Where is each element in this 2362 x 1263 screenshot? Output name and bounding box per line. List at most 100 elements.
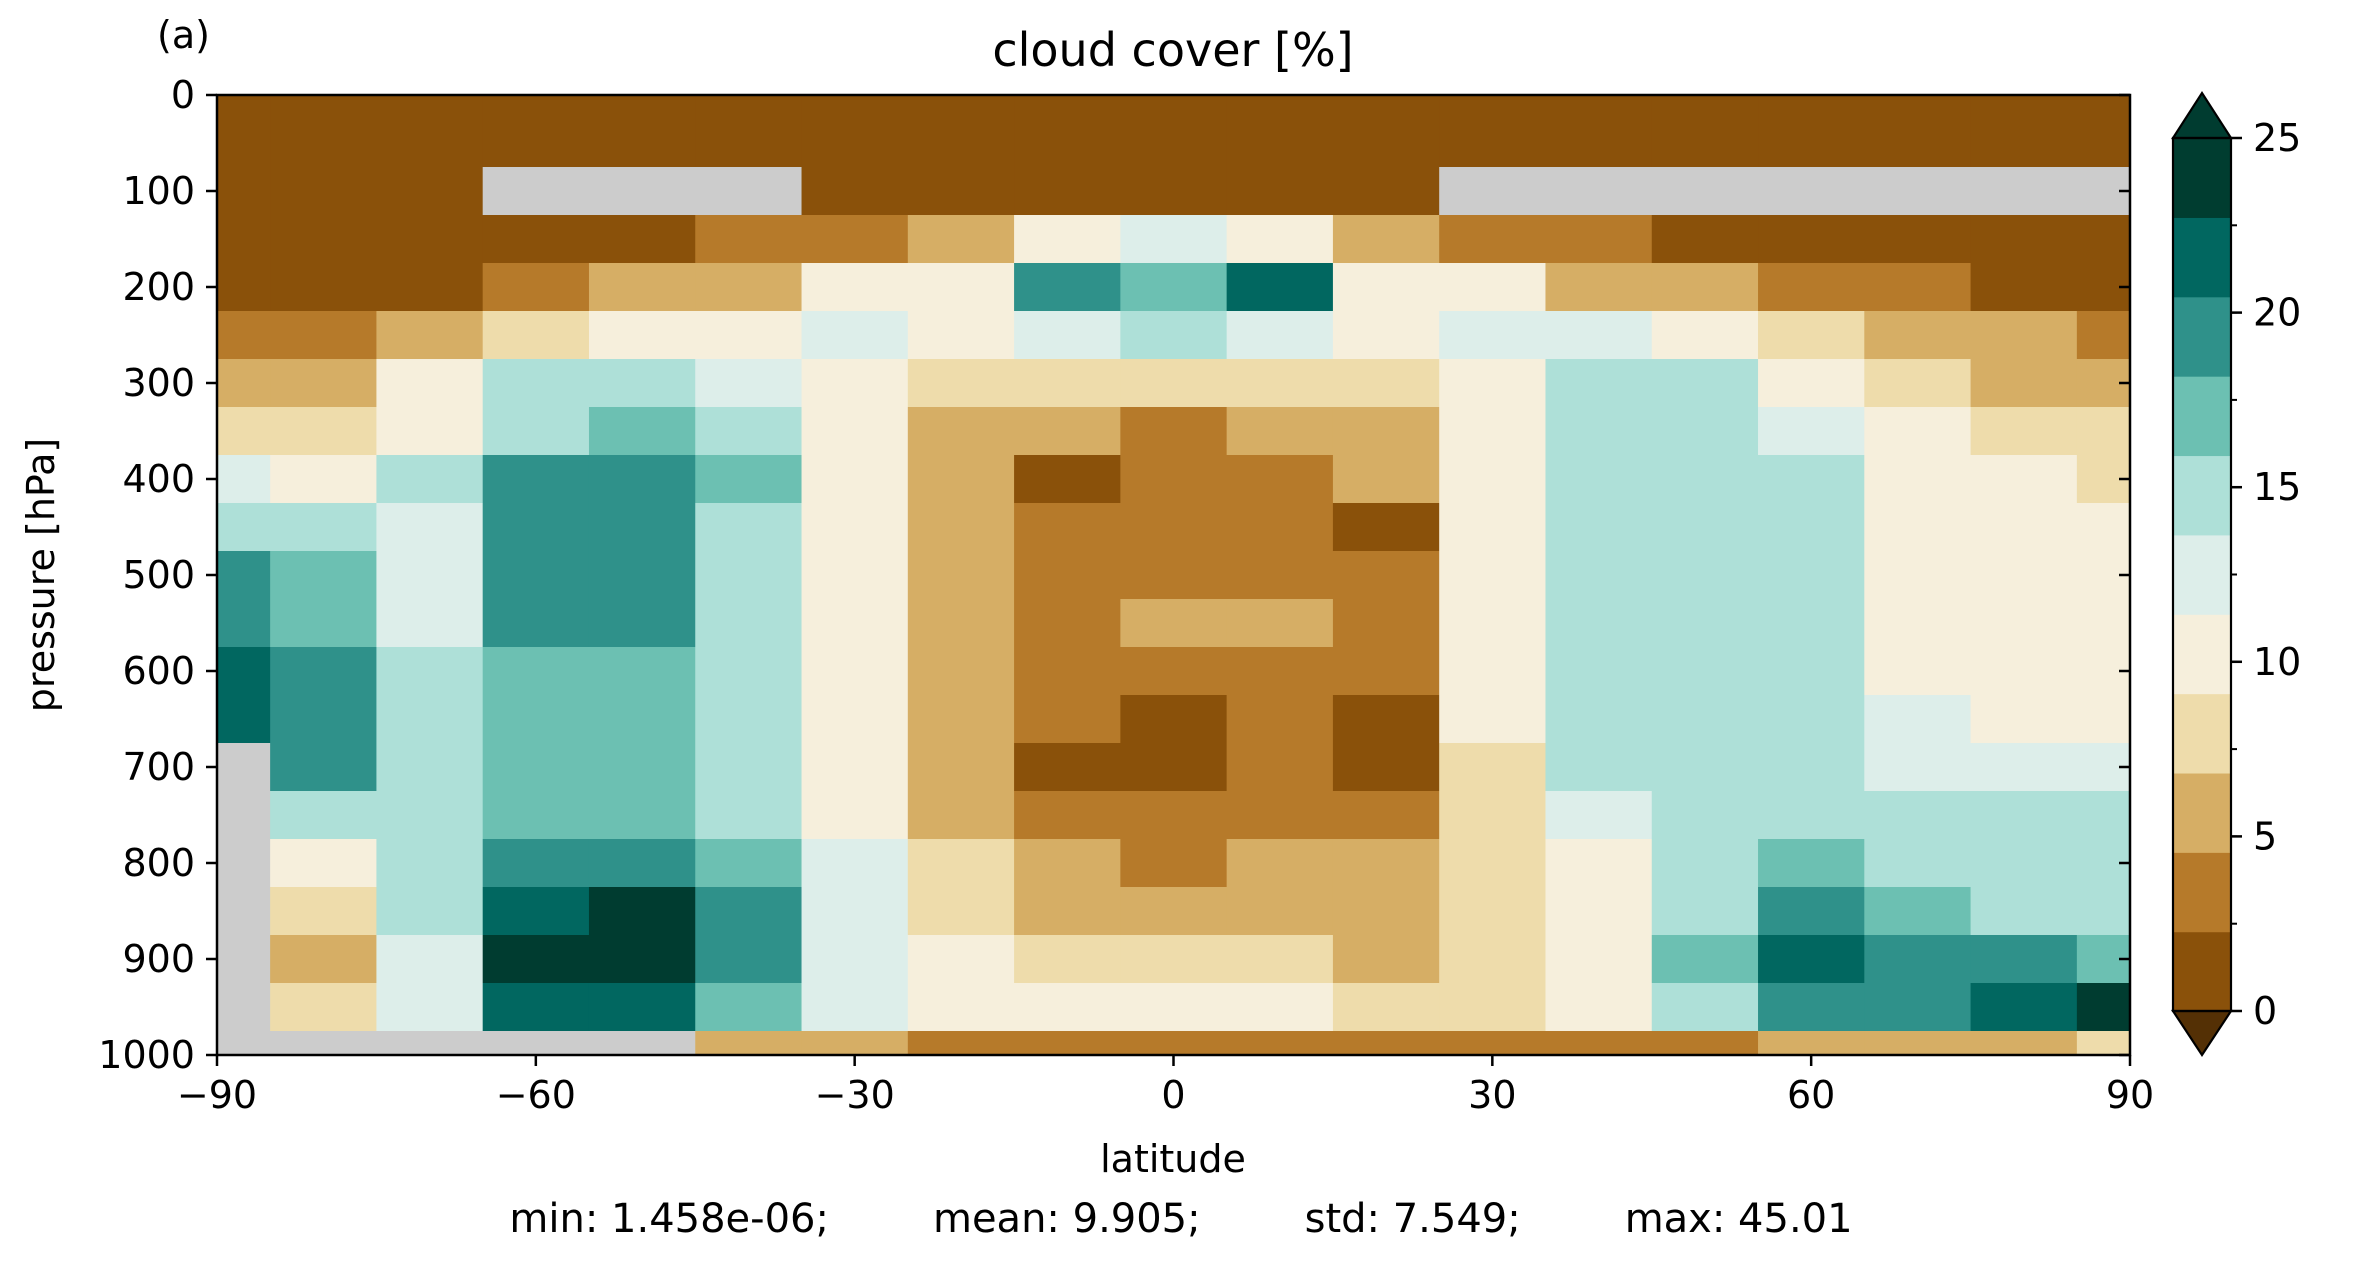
contour-cell [270, 887, 378, 936]
contour-cell [1864, 599, 1972, 648]
contour-cell [801, 839, 909, 888]
contour-cell [2076, 599, 2131, 648]
colorbar-segment [2173, 534, 2231, 615]
contour-cell [1226, 311, 1334, 360]
contour-cell [1545, 263, 1653, 312]
contour-cell [482, 791, 590, 840]
colorbar-segment [2173, 296, 2231, 377]
contour-cell [1332, 647, 1440, 696]
y-tick-label: 400 [122, 457, 195, 501]
contour-cell [801, 455, 909, 504]
y-axis-label: pressure [hPa] [19, 438, 63, 712]
contour-cell [217, 95, 271, 168]
contour-cell [217, 599, 271, 648]
contour-cell [270, 791, 378, 840]
contour-cell [1545, 839, 1653, 888]
contour-cell [801, 263, 909, 312]
colorbar-segment [2173, 138, 2231, 218]
contour-cell [907, 95, 1015, 168]
contour-cell [1439, 311, 1547, 360]
contour-cell [1332, 791, 1440, 840]
contour-cell [1014, 935, 1121, 984]
contour-cell [801, 551, 909, 600]
contour-cell [2076, 791, 2131, 840]
contour-cell [482, 215, 590, 264]
contour-cell [907, 311, 1015, 360]
contour-cell [1014, 215, 1121, 264]
missing-cell [270, 1031, 378, 1056]
contour-cell [695, 359, 803, 408]
contour-cell [217, 167, 271, 216]
contour-cell [695, 647, 803, 696]
contour-cell [482, 839, 590, 888]
contour-cell [217, 215, 271, 264]
x-axis-label: latitude [1100, 1137, 1246, 1181]
contour-cell [1226, 743, 1334, 792]
contour-cell [801, 887, 909, 936]
contour-cell [376, 455, 484, 504]
contour-cell [588, 455, 696, 504]
y-tick-label: 900 [122, 937, 195, 981]
contour-cell [588, 887, 696, 936]
contour-cell [695, 1031, 803, 1056]
colorbar-segment [2173, 614, 2231, 695]
contour-cell [907, 647, 1015, 696]
contour-cell [801, 743, 909, 792]
contour-cell [482, 887, 590, 936]
contour-cell [1014, 263, 1121, 312]
contour-cell [1226, 1031, 1334, 1056]
contour-cell [695, 263, 803, 312]
contour-cell [1014, 839, 1121, 888]
y-tick-label: 700 [122, 745, 195, 789]
contour-cell [1439, 887, 1547, 936]
missing-cell [1864, 167, 1972, 216]
contour-cell [1120, 599, 1228, 648]
missing-cell [376, 1031, 484, 1056]
contour-cell [1226, 887, 1334, 936]
contour-cell [801, 695, 909, 744]
contour-cell [1970, 647, 2078, 696]
contour-cell [801, 503, 909, 552]
contour-cell [1651, 791, 1759, 840]
contour-cell [801, 1031, 909, 1056]
contour-cell [1545, 887, 1653, 936]
contour-cell [1864, 503, 1972, 552]
contour-cell [270, 215, 378, 264]
contour-cell [1120, 791, 1228, 840]
contour-cell [376, 839, 484, 888]
contour-cell [2076, 503, 2131, 552]
missing-cell [1439, 167, 1547, 216]
contour-cell [907, 263, 1015, 312]
contour-cell [482, 455, 590, 504]
contour-cell [588, 311, 696, 360]
colorbar: 0 5 10 15 20 25 [2170, 90, 2301, 1057]
contour-cell [1970, 791, 2078, 840]
contour-cell [1864, 647, 1972, 696]
x-tick-label: 30 [1468, 1073, 1516, 1117]
contour-cell [907, 983, 1015, 1032]
contour-cell [1014, 551, 1121, 600]
contour-cell [1545, 455, 1653, 504]
contour-cell [695, 503, 803, 552]
contour-cell [1970, 743, 2078, 792]
contour-cell [1439, 935, 1547, 984]
contour-cell [376, 983, 484, 1032]
contour-cell [1651, 311, 1759, 360]
contour-cell [1758, 983, 1865, 1032]
contour-cell [695, 743, 803, 792]
contour-cell [1439, 551, 1547, 600]
missing-cell [695, 167, 803, 216]
contour-cell [270, 167, 378, 216]
y-tick-label: 200 [122, 265, 195, 309]
contour-cell [1864, 983, 1972, 1032]
contour-cell [217, 263, 271, 312]
contour-cell [588, 503, 696, 552]
contour-cell [1864, 359, 1972, 408]
contour-cell [1545, 599, 1653, 648]
contour-cell [376, 503, 484, 552]
contour-cell [801, 647, 909, 696]
colorbar-tick-label: 15 [2253, 465, 2301, 509]
contour-cell [907, 791, 1015, 840]
missing-cell [1970, 167, 2078, 216]
contour-cell [270, 935, 378, 984]
